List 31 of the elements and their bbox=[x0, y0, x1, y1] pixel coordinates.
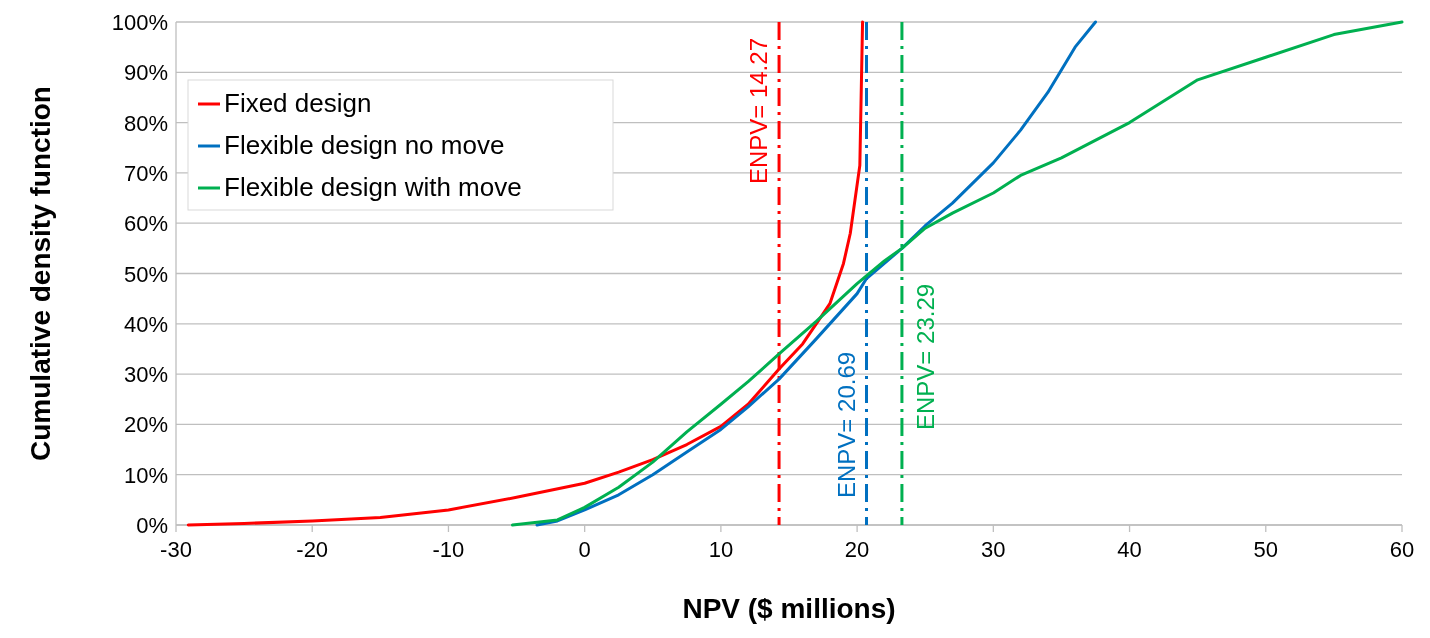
y-tick-label: 30% bbox=[123, 362, 168, 388]
x-tick-label: -10 bbox=[432, 537, 465, 562]
ref-line-label: ENPV= 23.29 bbox=[911, 283, 939, 430]
y-tick-label: 10% bbox=[123, 462, 168, 488]
x-axis-title: NPV ($ millions) bbox=[682, 593, 896, 624]
y-tick-label: 80% bbox=[123, 110, 168, 136]
legend-label: Flexible design with move bbox=[224, 172, 522, 202]
x-tick-label: 20 bbox=[844, 537, 870, 562]
x-tick-label: 10 bbox=[708, 537, 734, 562]
y-tick-label: 100% bbox=[111, 10, 168, 35]
ref-line-label: ENPV= 14.27 bbox=[745, 38, 773, 185]
x-tick-label: 40 bbox=[1117, 537, 1142, 562]
y-tick-label: 0% bbox=[136, 513, 168, 538]
y-tick-label: 60% bbox=[123, 211, 168, 237]
x-tick-label: -20 bbox=[296, 537, 329, 562]
x-tick-label: -30 bbox=[160, 537, 192, 562]
x-tick-label: 50 bbox=[1253, 537, 1279, 562]
line-series bbox=[186, 20, 865, 527]
x-tick-label: 0 bbox=[578, 537, 591, 562]
y-tick-label: 20% bbox=[123, 412, 168, 438]
legend-label: Flexible design no move bbox=[224, 130, 505, 160]
y-tick-label: 40% bbox=[123, 311, 168, 337]
x-tick-label: 30 bbox=[981, 537, 1006, 562]
y-axis-title: Cumulative density function bbox=[25, 86, 56, 461]
x-tick-label: 60 bbox=[1389, 537, 1415, 562]
line-series bbox=[535, 20, 1097, 527]
ref-line-label: ENPV= 20.69 bbox=[832, 351, 860, 498]
y-tick-label: 70% bbox=[123, 160, 168, 186]
y-tick-label: 50% bbox=[123, 261, 168, 287]
y-tick-label: 90% bbox=[123, 60, 168, 86]
legend-label: Fixed design bbox=[224, 88, 372, 118]
